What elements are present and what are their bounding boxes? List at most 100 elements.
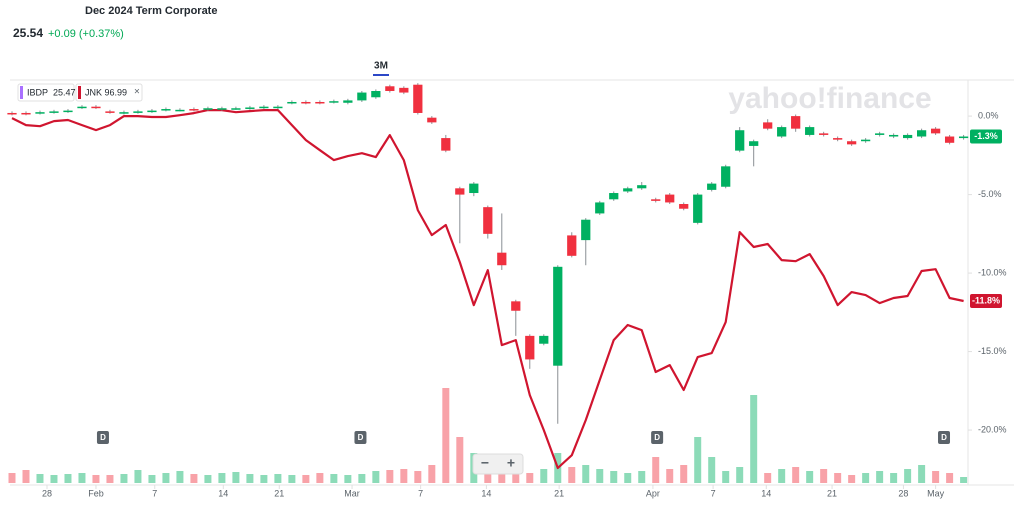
volume-bar — [596, 469, 604, 483]
volume-bar — [498, 469, 506, 483]
candle-body — [7, 112, 17, 115]
volume-bar — [708, 457, 716, 483]
candle-body — [875, 133, 885, 135]
legend-name: IBDP — [27, 87, 48, 97]
candle-body — [469, 183, 479, 194]
x-tick-label: May — [927, 488, 945, 498]
x-tick-label: Mar — [344, 488, 360, 498]
candle-body — [623, 188, 633, 192]
volume-bar — [610, 471, 618, 483]
candle-body — [567, 235, 577, 256]
candle-body — [343, 100, 353, 103]
candle-body — [903, 134, 913, 139]
candle-body — [595, 202, 605, 214]
candle-body — [749, 141, 759, 146]
volume-bar — [372, 471, 380, 483]
candle-body — [427, 117, 437, 123]
volume-bar — [400, 469, 408, 483]
candle-body — [133, 111, 143, 113]
volume-bar — [50, 475, 58, 483]
candle-body — [679, 204, 689, 209]
price: 25.54 — [13, 26, 43, 40]
legend-swatch — [20, 86, 23, 99]
zoom-button[interactable]: + — [507, 455, 515, 471]
volume-bar — [344, 475, 352, 483]
volume-bar — [330, 474, 338, 483]
candle-body — [63, 110, 73, 113]
candle-body — [958, 136, 969, 139]
candle-body — [441, 138, 451, 151]
zoom-button[interactable]: − — [481, 455, 489, 471]
legend-close[interactable]: × — [134, 87, 140, 98]
candle-body — [637, 185, 647, 189]
volume-bar — [162, 473, 170, 483]
chart-title: Dec 2024 Term Corporate — [85, 5, 217, 17]
volume-bar — [78, 473, 86, 483]
volume-bar — [750, 395, 758, 483]
candle-body — [819, 133, 829, 135]
candle-body — [119, 112, 129, 114]
candle-body — [49, 111, 59, 113]
volume-bar — [64, 474, 72, 483]
candle-body — [245, 107, 255, 109]
range-tab[interactable]: 3M — [374, 61, 388, 72]
x-tick-label: Feb — [88, 488, 104, 498]
candle-body — [609, 193, 619, 200]
dividend-marker — [96, 431, 109, 444]
x-tick-label: 21 — [554, 488, 564, 498]
x-tick-label: 28 — [42, 488, 52, 498]
candle-body — [315, 101, 325, 104]
volume-bar — [176, 471, 184, 483]
candle-body — [483, 207, 493, 234]
dividend-marker — [651, 431, 664, 444]
candle-body — [889, 134, 899, 137]
volume-bar — [316, 473, 324, 483]
candle-body — [399, 87, 409, 93]
volume-bar — [764, 473, 772, 483]
y-tick-label: -5.0% — [978, 189, 1002, 199]
volume-bar — [8, 473, 16, 483]
zoom-controls — [472, 453, 524, 475]
dividend-label: D — [358, 433, 364, 442]
volume-bar — [274, 474, 282, 483]
candle-body — [917, 130, 927, 137]
candle-body — [847, 141, 857, 145]
candle-body — [21, 112, 31, 115]
legend-value: 96.99 — [105, 87, 128, 97]
dividend-marker — [354, 431, 367, 444]
volume-bar — [106, 475, 114, 483]
legend-chip[interactable] — [75, 83, 143, 102]
y-tick-label: -10.0% — [978, 267, 1007, 277]
candle-body — [791, 116, 801, 129]
volume-bar — [806, 471, 814, 483]
candle-body — [665, 194, 675, 203]
volume-bar — [904, 469, 912, 483]
candle-body — [161, 109, 171, 111]
candle-body — [259, 106, 269, 109]
volume-bar — [778, 469, 786, 483]
candle-body — [763, 122, 773, 129]
x-tick-label: Apr — [646, 488, 660, 498]
volume-bar — [232, 472, 240, 483]
volume-bar — [862, 473, 870, 483]
candle-body — [455, 188, 465, 195]
volume-bar — [652, 457, 660, 483]
candle-body — [930, 128, 941, 134]
volume-bar — [960, 477, 968, 483]
candle-body — [861, 139, 871, 142]
legend-chip[interactable] — [17, 83, 75, 102]
volume-bar — [876, 471, 884, 483]
candle-body — [329, 101, 339, 103]
y-tick-label: -15.0% — [978, 346, 1007, 356]
line-series — [11, 109, 964, 470]
candle-body — [35, 112, 45, 114]
volume-bar — [512, 471, 520, 483]
candle-body — [91, 106, 101, 109]
candle-body — [231, 108, 241, 110]
volume-bar — [638, 471, 646, 483]
volume-bar — [92, 475, 100, 483]
candle-body — [175, 109, 185, 112]
volume-bar — [428, 465, 436, 483]
candle-body — [805, 127, 815, 135]
